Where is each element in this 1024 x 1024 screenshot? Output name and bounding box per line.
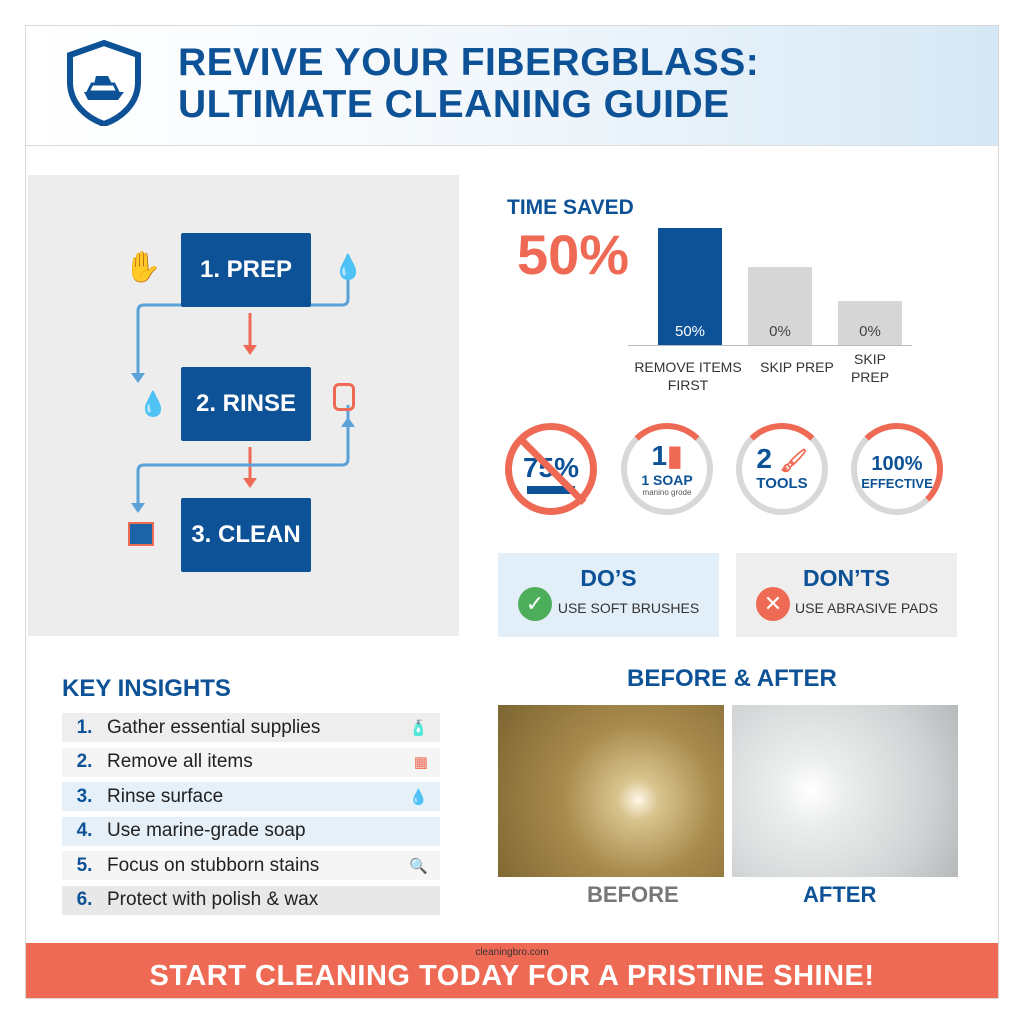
cleaning-box-icon bbox=[128, 522, 154, 546]
badge-effective: 100% EFFECTIVE bbox=[851, 423, 943, 515]
shield-boat-icon bbox=[67, 40, 141, 126]
x-tick-label: SKIP PREP bbox=[760, 359, 834, 375]
badge-tools: 2 🖌 TOOLS bbox=[736, 423, 828, 515]
chart-headline: 50% bbox=[517, 223, 630, 286]
insight-number: 2. bbox=[76, 751, 93, 772]
donts-text: USE ABRASIVE PADS bbox=[795, 600, 938, 616]
badge-label: TOOLS bbox=[756, 475, 808, 492]
x-icon: ✕ bbox=[756, 587, 790, 621]
brush-icon: 🖌 bbox=[779, 448, 808, 473]
water-drop-icon: 💧 bbox=[138, 391, 168, 418]
step-rinse: 2. RINSE bbox=[181, 367, 311, 441]
prohibited-tub-icon bbox=[527, 486, 575, 494]
insight-item: 2. Remove all items ▦ bbox=[62, 747, 440, 777]
insight-number: 6. bbox=[76, 889, 93, 910]
badge-label: 1 SOAP bbox=[641, 472, 693, 488]
insight-icon: 🧴 bbox=[409, 719, 428, 737]
insight-item: 5. Focus on stubborn stains 🔍 bbox=[62, 851, 440, 880]
bar-data-label: 0% bbox=[769, 323, 791, 340]
donts-title: DON’TS bbox=[803, 565, 890, 591]
bar-data-label: 50% bbox=[674, 323, 706, 340]
insight-number: 4. bbox=[76, 820, 93, 841]
donts-panel: DON’TS ✕ USE ABRASIVE PADS bbox=[736, 553, 957, 637]
insight-icon: ▦ bbox=[413, 754, 428, 771]
page-title: REVIVE YOUR FIBERGBLASS: ULTIMATE CLEANIN… bbox=[178, 42, 759, 126]
dos-text: USE SOFT BRUSHES bbox=[557, 600, 700, 616]
insight-text: Protect with polish & wax bbox=[107, 889, 319, 910]
badge-value: 1 bbox=[651, 440, 668, 471]
footer-banner: cleaningbro.com START CLEANING TODAY FOR… bbox=[26, 943, 998, 998]
insight-item: 3. Rinse surface 💧 bbox=[62, 782, 440, 811]
footer-url: cleaningbro.com bbox=[475, 947, 549, 958]
bar-0: 50% bbox=[658, 228, 722, 346]
badge-value: 100% bbox=[871, 453, 923, 475]
badge-value: 2 bbox=[756, 443, 772, 474]
insight-text: Gather essential supplies bbox=[107, 716, 321, 738]
badge-soap: 1▮ 1 SOAP manino grode bbox=[621, 423, 713, 515]
soap-bottle-icon: ▮ bbox=[667, 440, 683, 471]
before-caption: BEFORE bbox=[587, 882, 679, 907]
insight-text: Use marine-grade soap bbox=[107, 820, 306, 841]
bar-data-label: 0% bbox=[859, 323, 881, 340]
checkmark-icon: ✓ bbox=[518, 587, 552, 621]
bar-2: 0% bbox=[838, 301, 902, 346]
insight-number: 1. bbox=[76, 716, 93, 738]
dos-panel: DO’S ✓ USE SOFT BRUSHES bbox=[498, 553, 719, 637]
insight-item: 6. Protect with polish & wax bbox=[62, 885, 440, 915]
insight-number: 5. bbox=[76, 854, 93, 876]
insight-number: 3. bbox=[76, 785, 93, 807]
before-photo bbox=[498, 705, 724, 877]
insight-item: 4. Use marine-grade soap bbox=[62, 816, 440, 846]
infographic-frame bbox=[25, 25, 999, 999]
insight-icon: 💧 bbox=[409, 788, 428, 806]
chart-baseline bbox=[628, 345, 912, 346]
header bbox=[26, 26, 998, 146]
badge-label: EFFECTIVE bbox=[861, 476, 933, 491]
dos-title: DO’S bbox=[580, 565, 637, 591]
insight-item: 1. Gather essential supplies 🧴 bbox=[62, 713, 440, 742]
hands-box-icon: ✋ bbox=[124, 251, 162, 284]
before-after-title: BEFORE & AFTER bbox=[627, 665, 837, 692]
title-line-2: ULTIMATE CLEANING GUIDE bbox=[178, 83, 730, 126]
chart-title: TIME SAVED bbox=[507, 196, 634, 219]
after-photo bbox=[732, 705, 958, 877]
insight-icon: 🔍 bbox=[409, 857, 428, 875]
title-line-1: REVIVE YOUR FIBERGBLASS: bbox=[178, 41, 760, 84]
step-clean: 3. CLEAN bbox=[181, 498, 311, 572]
footer-cta: START CLEANING TODAY FOR A PRISTINE SHIN… bbox=[149, 960, 875, 992]
x-tick-label: REMOVE ITEMS FIRST bbox=[634, 359, 742, 393]
sponge-icon bbox=[333, 383, 355, 411]
x-tick-label: SKIP PREP bbox=[850, 351, 890, 385]
insight-text: Rinse surface bbox=[107, 785, 224, 807]
water-drop-icon: 💧 bbox=[333, 254, 363, 281]
badge-75-percent: 75% bbox=[505, 423, 597, 515]
insight-text: Focus on stubborn stains bbox=[107, 854, 320, 876]
bar-1: 0% bbox=[748, 267, 812, 346]
key-insights-title: KEY INSIGHTS bbox=[62, 675, 231, 702]
badge-sub: manino grode bbox=[642, 488, 692, 497]
after-caption: AFTER bbox=[803, 882, 877, 907]
step-prep: 1. PREP bbox=[181, 233, 311, 307]
insight-text: Remove all items bbox=[107, 751, 253, 772]
